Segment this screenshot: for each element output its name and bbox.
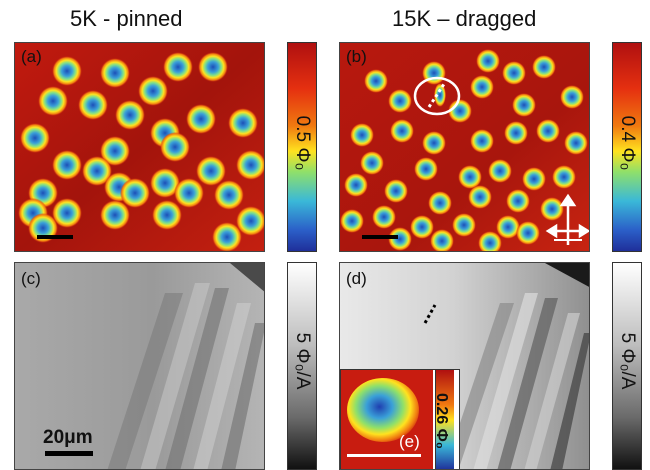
vortex: [152, 200, 182, 230]
vortex: [372, 205, 396, 229]
panel-c-susceptibility-map: (c) 20μm: [14, 262, 265, 470]
colorbar-c: [287, 262, 317, 470]
vortex: [350, 123, 374, 147]
vortex: [540, 197, 564, 221]
vortex: [532, 55, 556, 79]
panel-d-susceptibility-map: (d) (e) 0.26 Φ₀: [339, 262, 590, 470]
dotted-trace-b: [427, 83, 446, 108]
colorbar-e: [435, 370, 454, 469]
vortex: [186, 104, 216, 134]
vortex: [476, 49, 500, 73]
colorbar-b-label: 0.4 Φ₀: [617, 115, 638, 171]
vortex: [340, 209, 364, 233]
vortex: [100, 136, 130, 166]
vortex: [212, 222, 242, 251]
vortex: [448, 99, 472, 123]
vortex: [388, 89, 412, 113]
vortex: [360, 151, 384, 175]
colorbar-c-label: 5 Φ₀/A: [292, 332, 313, 390]
vortex: [470, 129, 494, 153]
vortex: [160, 132, 190, 162]
vortex: [502, 61, 526, 85]
highlight-ellipse: [413, 76, 461, 116]
vortex: [552, 165, 576, 189]
vortex: [52, 56, 82, 86]
vortex: [388, 227, 412, 251]
susceptibility-map-c-image: [15, 263, 264, 469]
colorbar-d: [612, 262, 642, 470]
vortex: [496, 215, 520, 239]
vortex: [458, 165, 482, 189]
panel-b-vortex-map: (b): [339, 42, 590, 252]
vortex: [214, 180, 244, 210]
vortex: [150, 168, 180, 198]
panel-label-c: (c): [21, 269, 41, 288]
vortex: [470, 75, 494, 99]
vortex: [512, 93, 536, 117]
vortex: [488, 159, 512, 183]
vortex: [384, 179, 408, 203]
vortex: [100, 200, 130, 230]
panel-a-vortex-map: (a): [14, 42, 265, 252]
vortex: [236, 206, 264, 236]
vortex: [414, 157, 438, 181]
vortex: [478, 231, 502, 251]
panel-label-e: (e): [399, 432, 420, 451]
vortex: [516, 221, 540, 245]
colorbar-a-label: 0.5 Φ₀: [292, 115, 313, 171]
vortex: [452, 213, 476, 237]
inset-e: (e) 0.26 Φ₀: [340, 369, 460, 469]
vortex: [174, 178, 204, 208]
vortex: [536, 119, 560, 143]
vortex: [522, 167, 546, 191]
vortex: [430, 229, 454, 251]
vortex: [506, 189, 530, 213]
vortex: [198, 52, 228, 82]
colorbar-e-label: 0.26 Φ₀: [433, 393, 450, 449]
vortex: [390, 119, 414, 143]
vortex: [52, 150, 82, 180]
heading-5k-pinned: 5K - pinned: [70, 6, 183, 31]
vortex: [344, 173, 368, 197]
four-way-arrow-icon: [545, 193, 589, 245]
vortex: [468, 185, 492, 209]
vortex: [422, 131, 446, 155]
vortex: [78, 90, 108, 120]
heading-15k-dragged: 15K – dragged: [392, 6, 537, 31]
vortex: [428, 191, 452, 215]
colorbar-b: [612, 42, 642, 252]
vortex: [364, 69, 388, 93]
vortex: [163, 52, 193, 82]
inset-e-image: [341, 370, 433, 469]
vortex: [115, 100, 145, 130]
vortex: [38, 86, 68, 116]
vortex: [20, 123, 50, 153]
vortex: [434, 83, 446, 107]
scale-bar-a: [37, 235, 73, 239]
vortex: [236, 150, 264, 180]
vortex-map-b-image: [340, 43, 589, 251]
vortex: [52, 198, 82, 228]
vortex: [82, 156, 112, 186]
vortex: [228, 108, 258, 138]
vortex: [564, 131, 588, 155]
colorbar-d-label: 5 Φ₀/A: [617, 332, 638, 390]
vortex-map-a-image: [15, 43, 264, 251]
panel-label-a: (a): [21, 47, 42, 66]
colorbar-a: [287, 42, 317, 252]
panel-label-d: (d): [346, 269, 367, 288]
vortex: [138, 76, 168, 106]
panel-label-b: (b): [346, 47, 367, 66]
vortex: [100, 58, 130, 88]
vortex: [410, 215, 434, 239]
scale-bar-label: 20μm: [43, 427, 93, 448]
vortex: [120, 178, 150, 208]
scale-bar-e: [347, 454, 421, 457]
vortex: [196, 156, 226, 186]
scale-bar-c: [45, 451, 93, 456]
scale-bar-b: [362, 235, 398, 239]
vortex: [504, 121, 528, 145]
vortex: [560, 85, 584, 109]
